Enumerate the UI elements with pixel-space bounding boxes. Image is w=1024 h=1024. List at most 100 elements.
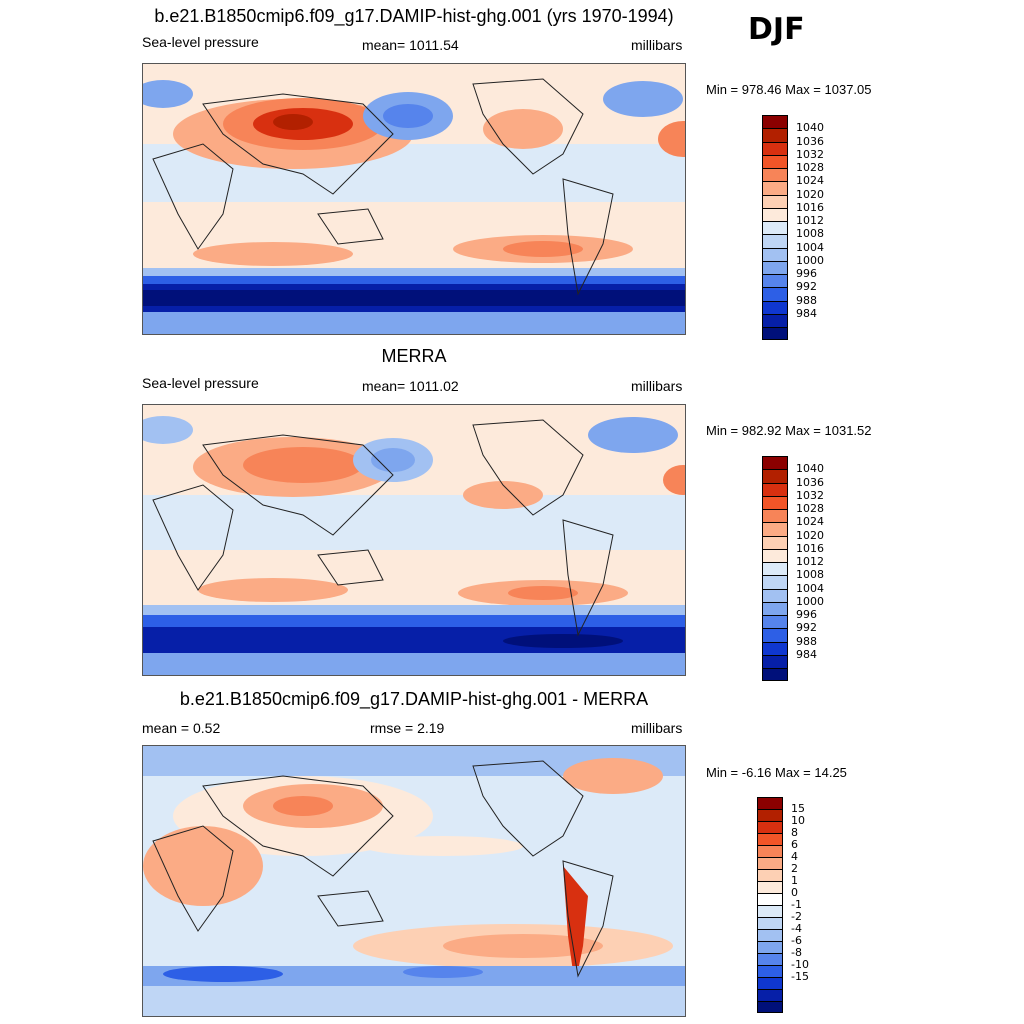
colorbar-tick-label: 1008 (796, 568, 824, 582)
colorbar-swatch (762, 327, 788, 341)
colorbar-swatch (757, 845, 783, 857)
colorbar-tick-label: 1028 (796, 161, 824, 174)
colorbar-tick-label: 992 (796, 621, 817, 635)
colorbar-tick-label: 1020 (796, 528, 824, 542)
colorbar-swatch (762, 128, 788, 142)
colorbar-tick-label: 10 (791, 814, 805, 827)
colorbar-swatch (762, 115, 788, 129)
colorbar-tick-label: 1000 (796, 253, 824, 267)
colorbar-swatch (762, 141, 788, 155)
colorbar-tick-label: 8 (791, 826, 798, 839)
colorbar-tick-label: 1012 (796, 555, 824, 568)
colorbar-tick-label: -1 (791, 898, 802, 911)
colorbar-swatch (757, 809, 783, 821)
panel-1-units-label: millibars (631, 37, 683, 53)
colorbar-tick-label: 996 (796, 608, 817, 621)
colorbar-tick-label: 15 (791, 802, 805, 815)
colorbar-tick-label: 6 (791, 838, 798, 851)
colorbar-swatch (757, 869, 783, 881)
colorbar-tick-label: 1016 (796, 200, 824, 214)
colorbar-swatch (762, 482, 788, 496)
colorbar-swatch (757, 797, 783, 809)
colorbar-swatch (757, 929, 783, 941)
colorbar-swatch (762, 247, 788, 261)
colorbar-swatch (757, 953, 783, 965)
colorbar-swatch (757, 821, 783, 833)
colorbar-tick-label: 992 (796, 280, 817, 294)
colorbar-swatch (757, 1001, 783, 1013)
colorbar-swatch (762, 469, 788, 483)
colorbar-tick-label: 996 (796, 267, 817, 280)
colorbar-swatch (757, 965, 783, 977)
panel-3-colorbar: 15 10 8 6 4 2 1 0 -1 -2 -4 -6 -8 -10 -15 (757, 797, 809, 1013)
colorbar-swatch (762, 668, 788, 682)
panel-2-mean-label: mean= 1011.02 (362, 378, 459, 394)
colorbar-tick-label: 1040 (796, 121, 824, 135)
colorbar-swatch (762, 509, 788, 523)
colorbar-swatch (757, 905, 783, 917)
panel-2-title: MERRA (381, 346, 447, 366)
panel-3-title: b.e21.B1850cmip6.f09_g17.DAMIP-hist-ghg.… (179, 689, 649, 709)
colorbar-swatch (762, 628, 788, 642)
colorbar-tick-label: 988 (796, 293, 817, 307)
colorbar-swatch (762, 456, 788, 470)
colorbar-swatch (762, 287, 788, 301)
colorbar-tick-label: 0 (791, 886, 798, 899)
colorbar-swatch (762, 522, 788, 536)
panel-3-rmse-label: rmse = 2.19 (370, 720, 445, 736)
colorbar-swatch (762, 274, 788, 288)
colorbar-tick-label: -15 (791, 970, 809, 983)
colorbar-tick-label: 1012 (796, 214, 824, 227)
colorbar-swatch (757, 881, 783, 893)
colorbar-tick-label: 1000 (796, 594, 824, 608)
panel-2-variable-label: Sea-level pressure (142, 375, 259, 391)
colorbar-tick-label: 1 (791, 874, 798, 887)
colorbar-tick-label: 1008 (796, 227, 824, 241)
colorbar-tick-label: 1016 (796, 541, 824, 555)
colorbar-swatch (757, 893, 783, 905)
colorbar-tick-label: -8 (791, 946, 802, 959)
colorbar-swatch (762, 154, 788, 168)
panel-1-variable-label: Sea-level pressure (142, 34, 259, 50)
panel-1-mean-label: mean= 1011.54 (362, 37, 459, 53)
colorbar-swatch (762, 194, 788, 208)
colorbar-tick-label: -10 (791, 958, 809, 971)
colorbar-tick-label: 988 (796, 634, 817, 648)
colorbar-tick-label: 1040 (796, 462, 824, 476)
panel-1-minmax: Min = 978.46 Max = 1037.05 (706, 82, 872, 97)
colorbar-swatch (762, 615, 788, 629)
colorbar-tick-label: -4 (791, 922, 802, 935)
colorbar-swatch (762, 641, 788, 655)
colorbar-swatch (762, 207, 788, 221)
colorbar-swatch (762, 221, 788, 235)
colorbar-tick-label: 1020 (796, 187, 824, 201)
colorbar-swatch (762, 575, 788, 589)
colorbar-tick-label: 1032 (796, 488, 824, 502)
colorbar-tick-label: -6 (791, 934, 802, 947)
colorbar-tick-label: 984 (796, 647, 817, 661)
colorbar-tick-label: 984 (796, 306, 817, 320)
colorbar-tick-label: 4 (791, 850, 798, 863)
colorbar-swatch (757, 917, 783, 929)
colorbar-tick-label: 1028 (796, 502, 824, 515)
panel-3-map (142, 745, 686, 1017)
colorbar-swatch (762, 181, 788, 195)
colorbar-swatch (762, 601, 788, 615)
colorbar-swatch (757, 833, 783, 845)
colorbar-tick-label: 2 (791, 862, 798, 875)
colorbar-swatch (762, 313, 788, 327)
colorbar-swatch (757, 941, 783, 953)
panel-3-minmax: Min = -6.16 Max = 14.25 (706, 765, 847, 780)
season-label: DJF (748, 12, 805, 47)
colorbar-swatch (762, 234, 788, 248)
panel-2-map (142, 404, 686, 676)
colorbar-tick-label: 1004 (796, 240, 824, 254)
colorbar-swatch (762, 548, 788, 562)
panel-3-units-label: millibars (631, 720, 683, 736)
panel-2-units-label: millibars (631, 378, 683, 394)
panel-1-title: b.e21.B1850cmip6.f09_g17.DAMIP-hist-ghg.… (154, 6, 674, 26)
panel-1-colorbar: 1040 1036 1032 1028 1024 1020 1016 1012 1008 1004… (762, 115, 824, 341)
colorbar-swatch (762, 495, 788, 509)
colorbar-swatch (762, 168, 788, 182)
colorbar-swatch (757, 857, 783, 869)
